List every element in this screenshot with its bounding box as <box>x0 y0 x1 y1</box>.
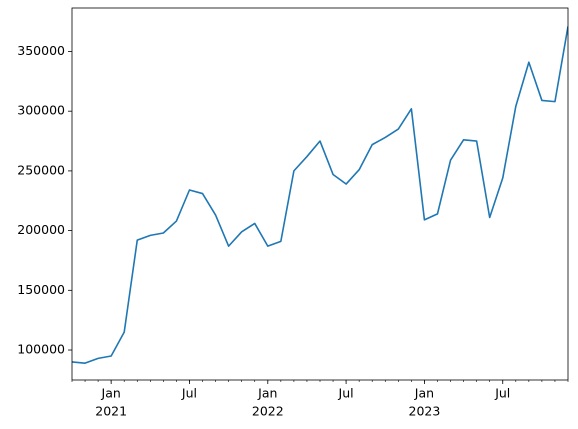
x-tick-label: Jul <box>494 386 510 401</box>
y-tick-label: 100000 <box>17 342 65 357</box>
y-tick-label: 300000 <box>17 103 65 118</box>
plot-frame <box>71 7 569 381</box>
x-tick-label: Jan <box>414 386 434 401</box>
line <box>72 26 568 364</box>
y-tick-label: 350000 <box>17 43 65 58</box>
y-tick-label: 200000 <box>17 222 65 237</box>
x-tick-year: 2021 <box>95 404 127 419</box>
x-tick-label: Jan <box>101 386 121 401</box>
y-tick-label: 150000 <box>17 282 65 297</box>
x-tick-label: Jan <box>257 386 277 401</box>
x-tick-label: Jul <box>338 386 354 401</box>
x-tick-label: Jul <box>181 386 197 401</box>
y-tick-label: 250000 <box>17 162 65 177</box>
x-tick-year: 2022 <box>252 404 284 419</box>
x-tick-year: 2023 <box>409 404 441 419</box>
